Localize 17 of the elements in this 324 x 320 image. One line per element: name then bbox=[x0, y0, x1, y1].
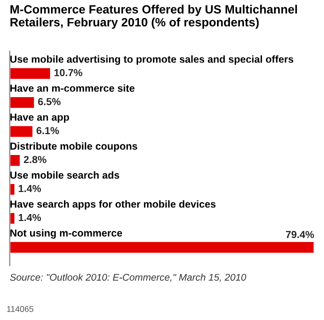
y-tick-label: Have search apps for other mobile devices bbox=[10, 200, 216, 210]
y-tick-label: Use mobile search ads bbox=[10, 171, 120, 179]
y-tick-label: Not using m-commerce bbox=[10, 229, 122, 239]
text: 114065 bbox=[7, 306, 34, 312]
source-note: Source: "Outlook 2010: E-Commerce," March 15, 2010 bbox=[10, 274, 246, 282]
data-label: 79.4% bbox=[286, 230, 314, 238]
data-label: 6.5% bbox=[38, 98, 61, 106]
data-label: 1.4% bbox=[18, 184, 41, 192]
data-label: 6.1% bbox=[36, 126, 60, 134]
y-tick-label: Use mobile advertising to promote sales and special offers bbox=[10, 55, 294, 65]
chart-title: M-Commerce Features Offered by US Multichannel Retailers, February 2010 (% of respondents) bbox=[10, 4, 297, 29]
data-label: 1.4% bbox=[18, 214, 41, 222]
y-tick-label: Distribute mobile coupons bbox=[10, 142, 138, 152]
data-label: 2.8% bbox=[24, 156, 46, 164]
data-label: 10.7% bbox=[54, 69, 82, 76]
y-tick-label: Have an m-commerce site bbox=[10, 84, 134, 92]
y-tick-label: Have an app bbox=[10, 114, 70, 123]
